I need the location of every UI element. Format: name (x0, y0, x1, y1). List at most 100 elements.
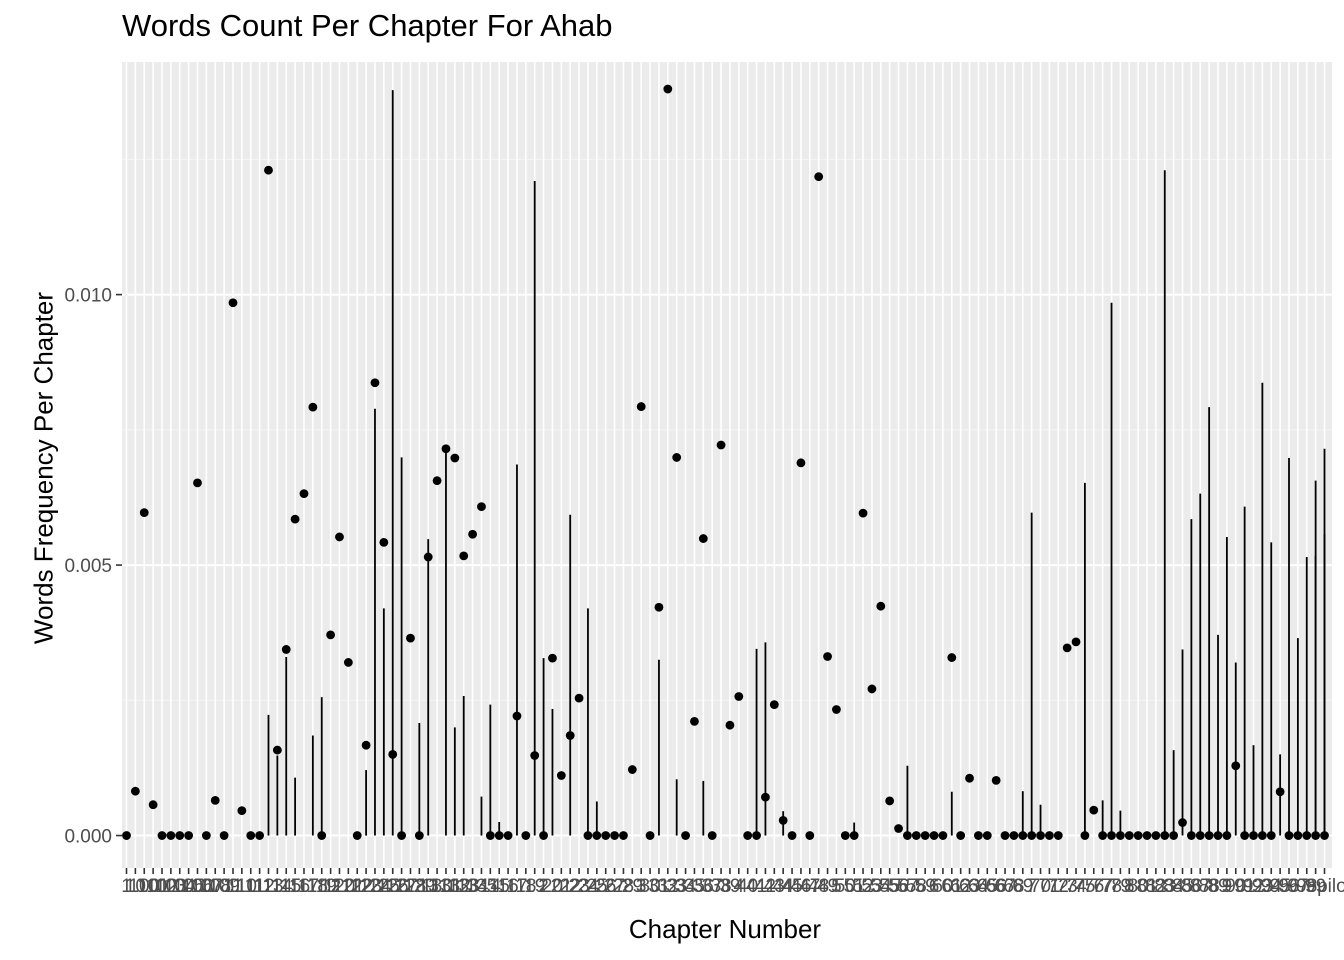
x-tick-label: 41 (746, 876, 767, 897)
x-tick-label: 45 (781, 876, 802, 897)
data-point (521, 831, 531, 840)
x-tick-label: 24 (577, 876, 599, 897)
data-point (956, 831, 966, 840)
data-point (991, 775, 1001, 785)
data-point (228, 298, 238, 308)
x-tick-label: 29 (622, 876, 643, 897)
x-tick-label: 94 (1261, 876, 1283, 897)
data-point (1080, 831, 1090, 840)
data-point (459, 551, 469, 561)
x-tick-label: 64 (968, 876, 990, 897)
x-tick-label: 6 (929, 876, 940, 897)
x-tick-label: 76 (1083, 876, 1104, 897)
data-point (663, 84, 673, 94)
x-tick-label: 93 (1252, 876, 1273, 897)
x-tick-label: 30 (640, 876, 661, 897)
data-point (1320, 831, 1329, 840)
data-point (308, 402, 318, 412)
data-point (441, 444, 451, 454)
data-point (175, 831, 185, 840)
x-tick-label: 129 (403, 876, 435, 897)
data-point (450, 453, 460, 463)
x-tick-label: 123 (350, 876, 382, 897)
x-tick-label: 34 (675, 876, 697, 897)
x-tick-label: 48 (808, 876, 829, 897)
x-tick-label: 82 (1145, 876, 1166, 897)
x-tick-label: 114 (262, 876, 293, 897)
x-tick-label: 88 (1199, 876, 1220, 897)
x-tick-label: 86 (1181, 876, 1202, 897)
data-point (157, 831, 167, 840)
data-point (1186, 831, 1196, 840)
x-tick-label: epilogue (1307, 876, 1344, 897)
x-tick-label: 78 (1101, 876, 1122, 897)
data-point (343, 658, 353, 667)
x-tick-label: 39 (719, 876, 740, 897)
x-tick-label: 35 (684, 876, 705, 897)
x-tick-label: 53 (861, 876, 882, 897)
x-tick-label: 127 (386, 876, 418, 897)
x-tick-label: 106 (182, 876, 214, 897)
x-tick-label: 66 (986, 876, 1007, 897)
data-point (672, 453, 682, 462)
data-point (840, 831, 850, 840)
x-tick-label: 51 (844, 876, 865, 897)
data-point (548, 653, 557, 663)
data-point (574, 693, 584, 703)
x-tick-label: 80 (1128, 876, 1149, 897)
x-tick-label: 25 (586, 876, 607, 897)
x-tick-label: 99 (1305, 876, 1326, 897)
data-point (166, 831, 176, 840)
data-point (379, 537, 389, 547)
data-point (636, 402, 646, 411)
x-tick-label: 109 (208, 876, 240, 897)
data-point (477, 502, 486, 512)
x-tick-label: 68 (1003, 876, 1024, 897)
data-point (1053, 831, 1063, 840)
data-point (272, 745, 282, 755)
data-point (148, 800, 158, 810)
data-point (965, 773, 974, 783)
x-tick-label: 72 (1048, 876, 1069, 897)
data-point (1009, 831, 1019, 840)
data-point (743, 831, 753, 840)
x-tick-label: 126 (377, 876, 409, 897)
data-point (1071, 637, 1081, 647)
x-tick-label: 42 (755, 876, 776, 897)
x-tick-label: 74 (1065, 876, 1087, 897)
data-point (867, 684, 877, 694)
x-tick-label: 113 (253, 876, 283, 897)
data-point (1115, 831, 1125, 840)
x-tick-label: 19 (524, 876, 545, 897)
data-point (947, 653, 957, 662)
data-point (752, 831, 761, 840)
data-point (1160, 831, 1170, 840)
x-tick-label: 133 (448, 876, 480, 897)
x-tick-label: 121 (333, 876, 365, 897)
x-tick-label: 44 (773, 876, 795, 897)
data-point (690, 717, 699, 726)
x-tick-label: 77 (1092, 876, 1113, 897)
data-point (1293, 831, 1303, 840)
x-tick-label: 28 (613, 876, 634, 897)
x-tick-label: 38 (710, 876, 731, 897)
x-tick-label: 49 (817, 876, 838, 897)
data-point (982, 831, 992, 840)
x-tick-label: 50 (835, 876, 856, 897)
x-tick-label: 58 (906, 876, 927, 897)
data-point (1107, 831, 1116, 840)
x-tick-label: 59 (915, 876, 936, 897)
x-tick-label: 4 (734, 876, 745, 897)
data-point (494, 831, 504, 840)
x-tick-label: 14 (480, 876, 502, 897)
y-tick-label: 0.000 (64, 827, 112, 848)
data-point (281, 645, 291, 654)
data-point (423, 552, 433, 562)
x-tick-label: 98 (1296, 876, 1317, 897)
x-tick-label: 81 (1136, 876, 1157, 897)
data-point (920, 831, 930, 840)
x-tick-label: 125 (368, 876, 400, 897)
x-tick-label: 73 (1057, 876, 1078, 897)
x-tick-label: 92 (1243, 876, 1264, 897)
data-point (193, 478, 202, 488)
